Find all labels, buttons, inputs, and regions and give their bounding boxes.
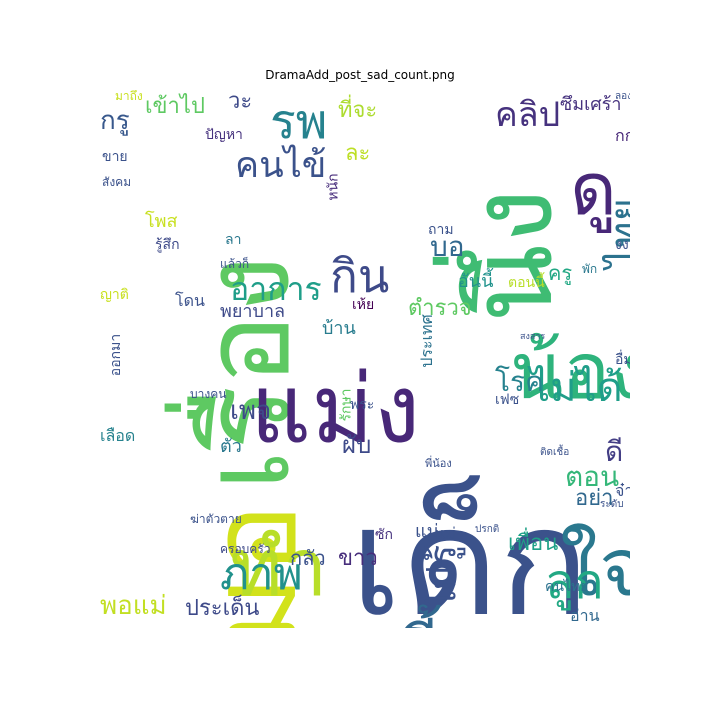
word: ทำ: [230, 521, 328, 614]
word: ฆ่าตัวตาย: [190, 512, 242, 526]
word: งง: [615, 237, 629, 253]
word: อย่า: [575, 486, 614, 511]
figure-title: DramaAdd_post_sad_count.png: [265, 68, 455, 82]
word: จ๋า: [615, 481, 630, 500]
word: ดี: [605, 435, 624, 468]
word: ประเด็น: [185, 596, 260, 621]
word: ไม่ได้: [530, 365, 623, 411]
word: ละ: [345, 141, 371, 166]
word: คนไทย: [545, 579, 589, 595]
word: รู้สึก: [155, 237, 180, 253]
word: อื่ม: [615, 352, 630, 368]
word: พระ: [350, 397, 375, 413]
word: หนัก: [325, 173, 342, 201]
word: เข้าไป: [145, 94, 205, 119]
word: สงสาร: [520, 332, 546, 342]
word: กก: [615, 126, 630, 145]
word: พยาบาล: [220, 301, 286, 322]
word: ขาว: [338, 546, 378, 571]
word: แม่: [415, 521, 439, 542]
word: โดน: [175, 291, 205, 310]
word: เฟซ: [495, 392, 520, 408]
word: แบบนี้: [280, 618, 441, 629]
word: ประเทศ: [416, 314, 436, 368]
word: พัก: [582, 262, 598, 276]
word: อันนี้: [458, 271, 494, 292]
word: กลัว: [290, 546, 326, 570]
word: คลิป: [495, 95, 561, 135]
word: ติดเชื้อ: [540, 447, 570, 458]
word: ใจ: [560, 521, 630, 614]
word: ครอบครัว: [220, 542, 271, 556]
word: บอ: [430, 230, 465, 263]
word: มาถึง: [115, 89, 143, 103]
word: ถาม: [428, 222, 454, 238]
word: แล้วก็: [220, 257, 250, 271]
word: ตำรวจ: [408, 296, 472, 321]
word: ดู: [570, 147, 617, 231]
word: กิน: [330, 249, 390, 303]
word: เลือด: [100, 426, 136, 445]
word: ระดับ: [600, 499, 624, 510]
word: ภาพ: [220, 549, 303, 600]
word: ลอง: [615, 91, 630, 102]
word: ตอน: [565, 460, 620, 493]
word: วะ: [228, 89, 253, 114]
word: ตอนนี้: [508, 275, 545, 291]
word: ลูก: [545, 554, 604, 610]
word: บางคน: [190, 387, 227, 401]
word: แม่ง: [250, 355, 421, 465]
word: โรค: [495, 365, 544, 398]
word: อ่าน: [570, 606, 600, 625]
word: น้อง: [510, 327, 630, 417]
word: รพ: [270, 94, 328, 150]
word: ปรกติ: [475, 524, 500, 535]
word: โพส: [145, 211, 178, 232]
word: เด็ก: [350, 476, 590, 628]
word: แม่: [435, 524, 456, 543]
word: อาการ: [230, 270, 322, 308]
word: เห้ย: [352, 297, 375, 313]
word-cloud: เรื่องนึ่งเด็กหมอน้องแม่งทำใจลูกแบบนี้ดู…: [90, 88, 630, 628]
word: ซัก: [375, 527, 393, 543]
word: สังคม: [102, 175, 132, 189]
word: กรู: [100, 106, 130, 136]
word: ครู: [548, 261, 573, 285]
word: ญาติ: [100, 287, 129, 303]
word: ตัว: [220, 436, 242, 457]
word: ออกมา: [108, 333, 125, 377]
word: ไทย: [601, 198, 630, 268]
word: พี่น้อง: [425, 457, 452, 470]
word: ขาย: [102, 149, 128, 165]
word: คนไข้: [235, 145, 327, 186]
word: ที่จะ: [338, 98, 378, 123]
word: เพจ: [230, 396, 272, 426]
word: พอแม่: [100, 591, 167, 621]
word: ไม่รู้: [420, 544, 465, 610]
word: นึ่ง: [444, 188, 579, 323]
word: บ้าน: [322, 318, 356, 339]
word: ซึมเศร้า: [560, 94, 622, 115]
word: เพื่อน: [508, 531, 559, 556]
word: ปัญหา: [205, 127, 243, 143]
word: ลา: [225, 232, 242, 248]
word: ผับ: [342, 431, 372, 459]
